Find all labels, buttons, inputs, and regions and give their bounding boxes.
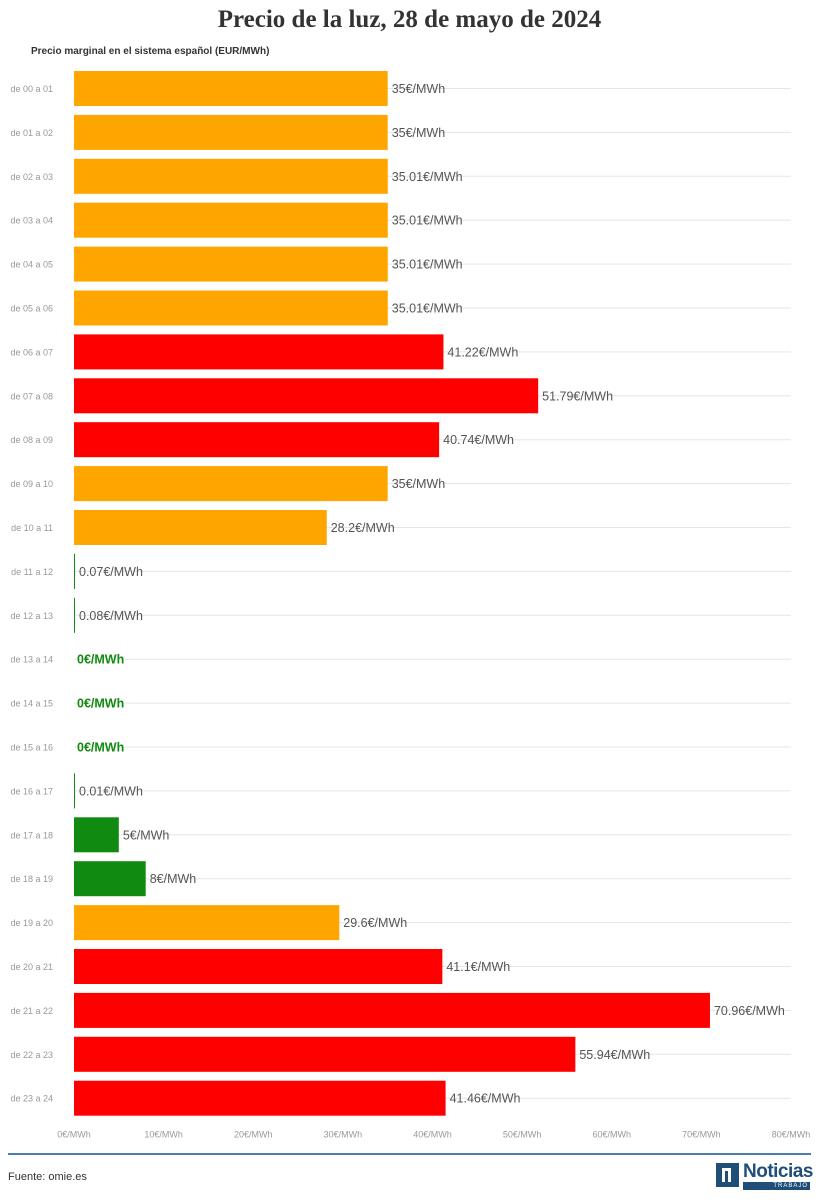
logo-mark-icon <box>716 1163 739 1187</box>
data-label: 35€/MWh <box>392 477 446 491</box>
brand-logo: Noticias TRABAJO <box>716 1161 813 1192</box>
bar <box>74 114 388 150</box>
y-tick-label: de 12 a 13 <box>10 611 53 621</box>
logo-subtitle: TRABAJO <box>743 1182 810 1190</box>
x-tick-label: 50€/MWh <box>503 1130 542 1140</box>
data-label: 29.6€/MWh <box>343 916 407 930</box>
y-tick-label: de 20 a 21 <box>10 962 53 972</box>
x-tick-label: 10€/MWh <box>144 1130 183 1140</box>
x-tick-label: 70€/MWh <box>682 1130 721 1140</box>
bar <box>74 334 444 370</box>
bar <box>74 949 443 984</box>
data-label: 0.01€/MWh <box>79 784 143 798</box>
y-tick-label: de 11 a 12 <box>11 567 53 577</box>
bar <box>74 553 75 589</box>
bar <box>74 1036 576 1072</box>
bar <box>74 1080 446 1116</box>
y-tick-label: de 22 a 23 <box>10 1050 53 1060</box>
x-tick-label: 80€/MWh <box>772 1130 811 1140</box>
bar-chart: de 00 a 01 de 01 a 02 de 02 a 03 de 03 a 04… <box>10 71 811 1140</box>
y-tick-label: de 06 a 07 <box>10 347 53 357</box>
y-tick-label: de 16 a 17 <box>10 786 53 796</box>
data-label: 0.07€/MWh <box>79 565 143 579</box>
x-tick-label: 30€/MWh <box>324 1130 363 1140</box>
y-tick-label: de 23 a 24 <box>10 1094 53 1104</box>
bar <box>74 773 75 809</box>
data-label: 0€/MWh <box>77 741 124 755</box>
logo-wordmark: Noticias <box>743 1161 813 1182</box>
data-label: 35.01€/MWh <box>392 302 463 316</box>
y-tick-label: de 07 a 08 <box>10 391 53 401</box>
data-label: 8€/MWh <box>150 872 197 886</box>
bar <box>74 510 327 545</box>
chart-subtitle: Precio marginal en el sistema español (E… <box>31 46 270 57</box>
data-label: 40.74€/MWh <box>443 433 514 447</box>
bar <box>74 158 388 194</box>
data-label: 41.46€/MWh <box>450 1092 521 1106</box>
bar <box>74 992 710 1028</box>
footer-divider <box>8 1153 811 1155</box>
bar <box>74 861 146 897</box>
data-label: 51.79€/MWh <box>542 389 613 403</box>
bar <box>74 246 388 282</box>
data-label: 35.01€/MWh <box>392 258 463 272</box>
y-tick-label: de 05 a 06 <box>10 304 53 314</box>
bar <box>74 817 119 853</box>
bar <box>74 905 340 941</box>
data-label: 35.01€/MWh <box>392 214 463 228</box>
y-tick-label: de 08 a 09 <box>10 435 53 445</box>
y-tick-label: de 15 a 16 <box>10 743 53 753</box>
y-tick-label: de 19 a 20 <box>10 918 53 928</box>
data-label: 28.2€/MWh <box>331 521 395 535</box>
bar <box>74 422 440 458</box>
data-label: 35€/MWh <box>392 126 446 140</box>
y-tick-label: de 10 a 11 <box>11 523 53 533</box>
data-label: 41.22€/MWh <box>447 345 518 359</box>
data-label: 0.08€/MWh <box>79 609 143 623</box>
data-label: 0€/MWh <box>77 697 124 711</box>
y-tick-label: de 03 a 04 <box>10 216 53 226</box>
data-label: 41.1€/MWh <box>446 960 510 974</box>
data-label: 55.94€/MWh <box>579 1048 650 1062</box>
data-label: 35€/MWh <box>392 82 446 96</box>
bar <box>74 202 388 238</box>
chart-title: Precio de la luz, 28 de mayo de 2024 <box>217 6 602 33</box>
x-tick-label: 20€/MWh <box>234 1130 273 1140</box>
y-tick-label: de 09 a 10 <box>10 479 53 489</box>
y-tick-label: de 01 a 02 <box>10 128 53 138</box>
data-label: 5€/MWh <box>123 828 170 842</box>
y-tick-label: de 14 a 15 <box>10 699 53 709</box>
source-note: Fuente: omie.es <box>8 1171 87 1183</box>
data-label: 0€/MWh <box>77 653 124 667</box>
y-tick-label: de 13 a 14 <box>10 655 53 665</box>
x-tick-label: 40€/MWh <box>413 1130 452 1140</box>
y-tick-label: de 18 a 19 <box>10 874 53 884</box>
y-tick-label: de 04 a 05 <box>10 260 53 270</box>
bar <box>74 597 75 633</box>
data-label: 70.96€/MWh <box>714 1004 785 1018</box>
bar <box>74 71 388 106</box>
bar <box>74 466 388 502</box>
bar <box>74 378 539 414</box>
data-label: 35.01€/MWh <box>392 170 463 184</box>
x-tick-label: 60€/MWh <box>592 1130 631 1140</box>
y-tick-label: de 21 a 22 <box>10 1006 53 1016</box>
y-tick-label: de 00 a 01 <box>10 84 53 94</box>
x-tick-label: 0€/MWh <box>57 1130 91 1140</box>
y-tick-label: de 02 a 03 <box>10 172 53 182</box>
bar <box>74 290 388 326</box>
y-tick-label: de 17 a 18 <box>10 830 53 840</box>
